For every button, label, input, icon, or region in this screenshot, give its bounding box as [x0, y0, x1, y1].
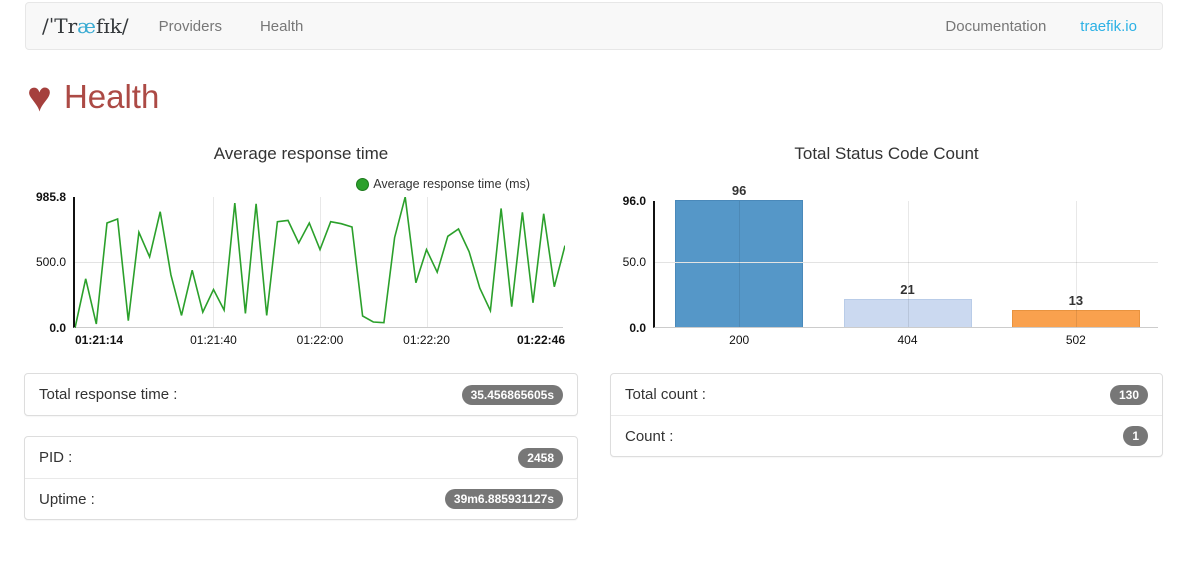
- count-label: Count :: [625, 427, 674, 445]
- y-tick-label: 0.0: [49, 321, 66, 335]
- response-line-series: [75, 197, 565, 328]
- card-row: Uptime : 39m6.885931127s: [25, 478, 577, 519]
- card-row: Total count : 130: [611, 374, 1162, 415]
- status-chart-title: Total Status Code Count: [794, 144, 979, 163]
- total-response-time-card: Total response time : 35.456865605s: [24, 373, 578, 416]
- card-row: Count : 1: [611, 415, 1162, 456]
- nav-item-providers[interactable]: Providers: [158, 17, 222, 35]
- gridline: [907, 201, 909, 327]
- pid-label: PID :: [39, 449, 73, 466]
- gridline: [320, 197, 321, 327]
- legend-dot-icon: [356, 177, 370, 191]
- y-tick-label: 500.0: [35, 254, 66, 269]
- right-panels: Total count : 130 Count : 1: [610, 373, 1163, 520]
- bar-404[interactable]: [843, 299, 972, 327]
- x-tick-label: 01:22:20: [403, 333, 450, 347]
- navbar: /ˈTræfɪk/ Providers Health Documentation…: [25, 2, 1163, 50]
- page-header: ♥ Health: [27, 74, 1186, 120]
- pid-badge: 2458: [518, 447, 563, 468]
- x-tick-label: 01:21:14: [75, 333, 124, 347]
- gridline: [426, 197, 428, 327]
- x-tick-label: 404: [897, 333, 918, 347]
- counts-card: Total count : 130 Count : 1: [610, 373, 1163, 457]
- count-badge: 1: [1123, 426, 1148, 446]
- response-chart-x-axis: 01:21:14 01:21:40 01:22:00 01:22:20 01:22:46: [75, 333, 565, 350]
- x-tick-label: 01:22:00: [296, 333, 344, 347]
- status-chart-x-axis: 200 404 502: [655, 333, 1160, 350]
- legend-label: Average response time (ms): [373, 177, 530, 191]
- x-tick-label: 01:21:40: [190, 333, 237, 347]
- nav-links: Providers Health: [159, 18, 304, 35]
- nav-links-right: Documentation traefik.io: [945, 18, 1137, 35]
- response-time-chart: Average response time Average response t…: [24, 142, 578, 350]
- brand-prefix: /ˈTr: [42, 14, 78, 38]
- response-chart-y-axis: 0.0 500.0 985.8: [24, 190, 73, 335]
- nav-item-traefik-io[interactable]: traefik.io: [1080, 17, 1137, 35]
- card-row: Total response time : 35.456865605s: [25, 374, 577, 415]
- process-info-card: PID : 2458 Uptime : 39m6.885931127s: [24, 436, 578, 520]
- x-tick-label: 200: [729, 333, 750, 347]
- charts-row: Average response time Average response t…: [24, 142, 1186, 350]
- y-tick-label: 96.0: [622, 194, 646, 208]
- gridline: [739, 201, 741, 327]
- bar-502[interactable]: [1011, 309, 1140, 327]
- gridline: [213, 197, 215, 327]
- total-count-label: Total count :: [625, 386, 706, 403]
- uptime-label: Uptime :: [39, 490, 95, 508]
- total-response-time-badge: 35.456865605s: [461, 384, 563, 405]
- uptime-badge: 39m6.885931127s: [444, 489, 563, 509]
- y-tick-label: 985.8: [35, 190, 66, 204]
- response-chart-plot[interactable]: [73, 197, 565, 328]
- status-code-chart: Total Status Code Count 0.0 50.0 96.0 96 21…: [610, 142, 1163, 350]
- nav-item-health[interactable]: Health: [259, 17, 304, 35]
- heart-icon: ♥: [27, 73, 52, 120]
- response-line-svg: [75, 197, 565, 328]
- bar-value-label: 21: [900, 282, 915, 298]
- left-panels: Total response time : 35.456865605s PID …: [24, 373, 578, 520]
- x-tick-label: 502: [1065, 333, 1086, 347]
- y-tick-label: 0.0: [629, 321, 646, 335]
- bar-200[interactable]: [675, 200, 804, 327]
- gridline: [1075, 201, 1077, 327]
- total-response-time-label: Total response time :: [39, 386, 178, 403]
- bar-value-label: 13: [1068, 292, 1084, 308]
- traefik-logo[interactable]: /ˈTræfɪk/: [42, 14, 129, 38]
- gridline: [75, 261, 563, 263]
- status-chart-plot[interactable]: 96 21 13: [653, 183, 1158, 328]
- total-count-badge: 130: [1109, 384, 1148, 405]
- nav-item-documentation[interactable]: Documentation: [945, 17, 1047, 35]
- status-chart-y-axis: 0.0 50.0 96.0: [610, 194, 653, 335]
- brand-suffix: fɪk/: [95, 14, 129, 38]
- brand-accent: æ: [77, 14, 96, 38]
- x-tick-label: 01:22:46: [516, 333, 565, 347]
- gridline: [655, 261, 1158, 263]
- card-row: PID : 2458: [25, 437, 577, 478]
- panels-row: Total response time : 35.456865605s PID …: [24, 373, 1186, 520]
- response-chart-legend[interactable]: Average response time (ms): [24, 175, 530, 193]
- response-chart-title: Average response time: [213, 144, 389, 163]
- page-title: Health: [63, 78, 160, 115]
- bar-value-label: 96: [731, 183, 747, 198]
- y-tick-label: 50.0: [622, 254, 646, 269]
